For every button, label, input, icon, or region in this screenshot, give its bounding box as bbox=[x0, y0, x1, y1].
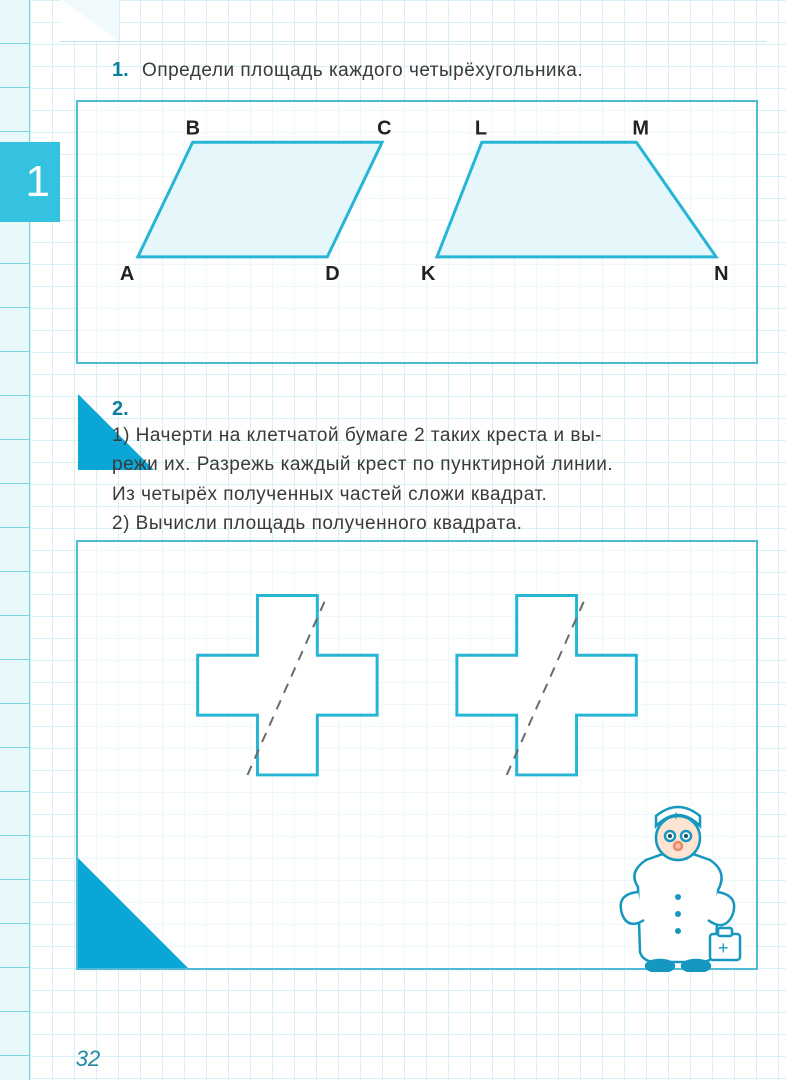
task2-line3: Из четырёх полученных частей сложи квадр… bbox=[112, 480, 746, 509]
page-number: 32 bbox=[60, 1046, 116, 1072]
page-grid: 1 1. Определи площадь каждого четырёхуго… bbox=[30, 0, 786, 1080]
label-A: A bbox=[120, 263, 134, 285]
corner-fold bbox=[60, 0, 120, 42]
label-N: N bbox=[714, 263, 728, 285]
task2-line4: 2) Вычисли площадь полученного квадрата. bbox=[112, 509, 746, 538]
doctor-illustration: + + bbox=[608, 802, 748, 972]
trapezoid: L M K N bbox=[421, 117, 729, 285]
cross-1 bbox=[198, 595, 377, 774]
task1-text: Определи площадь каждого четырёхугольник… bbox=[142, 60, 583, 81]
task1-number: 1. bbox=[112, 59, 129, 81]
svg-text:+: + bbox=[672, 807, 680, 823]
label-M: M bbox=[632, 117, 649, 139]
label-B: B bbox=[186, 117, 200, 139]
task2-number: 2. bbox=[112, 398, 129, 420]
parallelogram: B C A D bbox=[120, 117, 392, 285]
task1-block: 1. Определи площадь каждого четырёхуголь… bbox=[112, 56, 746, 85]
svg-text:+: + bbox=[718, 938, 729, 958]
label-D: D bbox=[325, 263, 339, 285]
shapes-panel: B C A D L M K N bbox=[76, 100, 758, 364]
label-K: K bbox=[421, 263, 436, 285]
task2-line2: режи их. Разрежь каждый крест по пунктир… bbox=[112, 450, 746, 479]
label-L: L bbox=[475, 117, 487, 139]
crosses-panel: + + bbox=[76, 540, 758, 970]
label-C: C bbox=[377, 117, 391, 139]
chapter-badge: 1 bbox=[0, 142, 60, 222]
task2-line1: 1) Начерти на клетчатой бумаге 2 таких к… bbox=[112, 421, 746, 450]
top-border bbox=[120, 0, 766, 42]
shapes-svg: B C A D L M K N bbox=[78, 102, 756, 362]
task2-block: 2. 1) Начерти на клетчатой бумаге 2 таки… bbox=[112, 398, 746, 539]
cross-2 bbox=[457, 595, 636, 774]
triangle-decor-2 bbox=[78, 858, 188, 968]
